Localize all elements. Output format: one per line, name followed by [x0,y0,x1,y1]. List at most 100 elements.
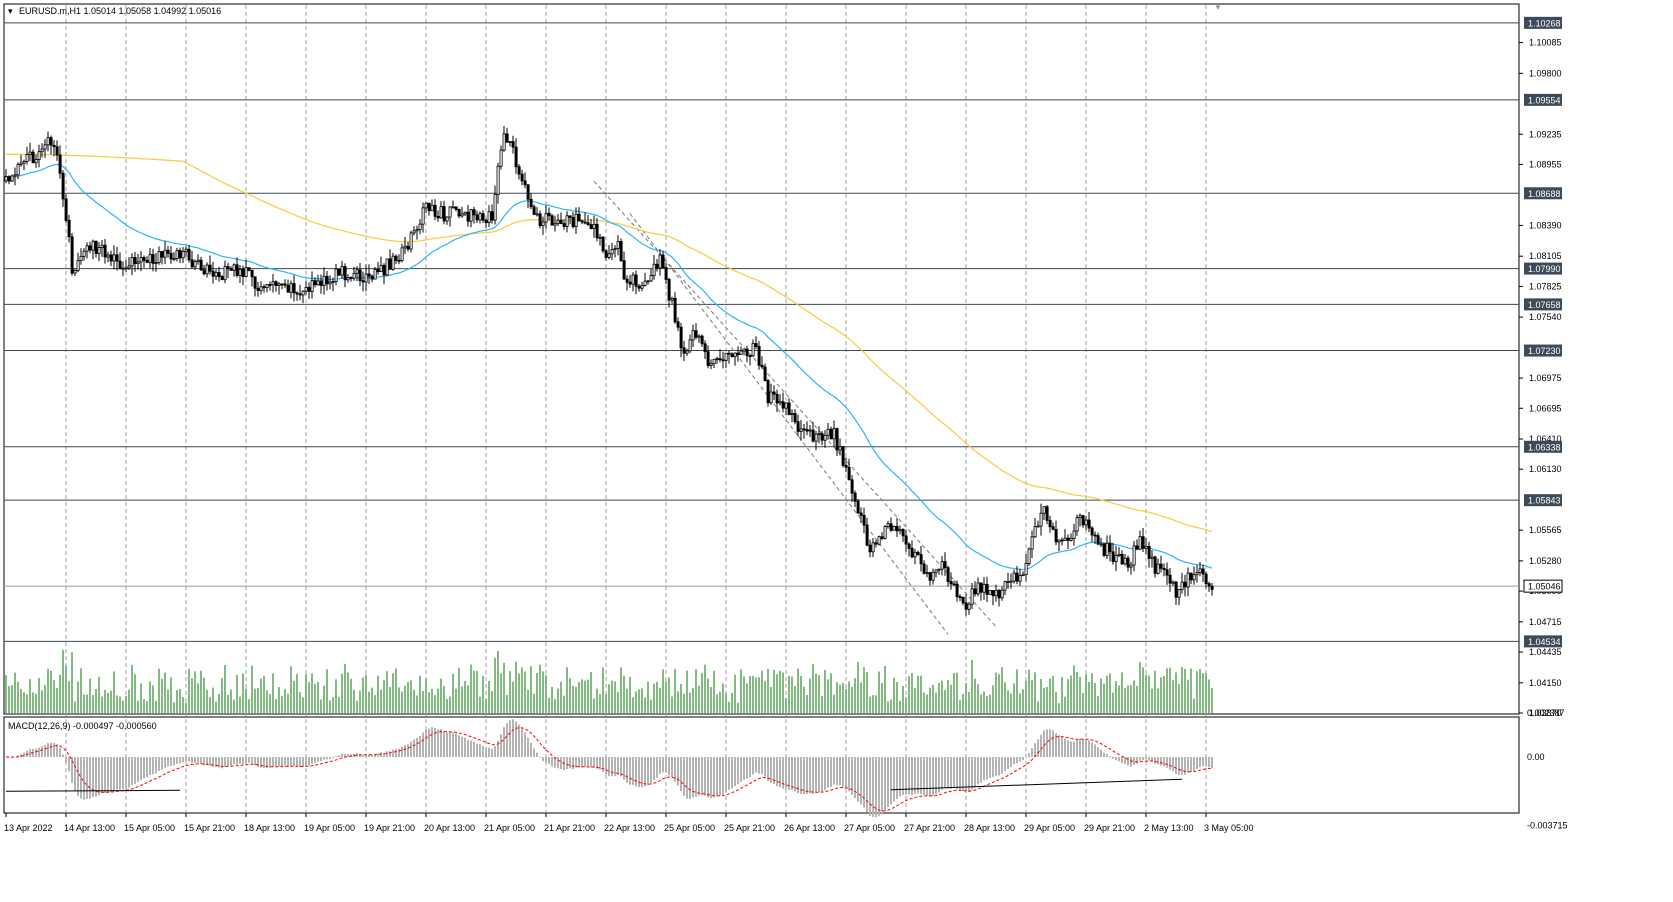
candle[interactable] [697,334,701,343]
candle[interactable] [1123,553,1127,566]
candle[interactable] [484,218,488,229]
candle[interactable] [772,385,776,401]
candle[interactable] [460,206,464,218]
candle[interactable] [1105,535,1109,560]
candle[interactable] [427,202,431,216]
candle[interactable] [778,394,782,406]
candle[interactable] [355,266,359,282]
candle[interactable] [799,420,803,441]
candle[interactable] [247,267,251,272]
price-level-tag[interactable] [1524,16,1562,29]
candle[interactable] [292,275,296,302]
candle[interactable] [382,263,386,285]
candle[interactable] [760,356,764,369]
candle[interactable] [523,172,527,189]
candle[interactable] [133,251,137,272]
candle[interactable] [91,239,95,260]
candle[interactable] [352,266,356,281]
candle[interactable] [613,245,617,258]
candle[interactable] [802,424,806,439]
candle[interactable] [883,525,887,540]
candle[interactable] [289,280,293,299]
candle[interactable] [307,282,311,299]
candle[interactable] [52,140,56,157]
candle[interactable] [544,205,548,229]
candle[interactable] [343,263,347,288]
candle[interactable] [397,254,401,265]
candle[interactable] [28,142,32,162]
candle[interactable] [178,247,182,264]
candle[interactable] [379,256,383,273]
candle[interactable] [463,211,467,217]
candle[interactable] [1099,537,1103,547]
candle[interactable] [313,277,317,288]
candle[interactable] [619,238,623,262]
candle[interactable] [481,210,485,223]
candle[interactable] [10,174,14,183]
candle[interactable] [862,507,866,534]
candle[interactable] [58,145,62,179]
candle[interactable] [1108,535,1112,562]
candle[interactable] [847,458,851,481]
candle[interactable] [1165,562,1169,585]
candle[interactable] [652,254,656,280]
candle[interactable] [202,264,206,276]
candle[interactable] [118,252,122,270]
candle[interactable] [1045,505,1049,525]
candle[interactable] [385,258,389,277]
candle[interactable] [838,438,842,456]
candle[interactable] [916,550,920,556]
candle[interactable] [682,340,686,362]
candle[interactable] [919,546,923,572]
candle[interactable] [832,420,836,447]
candle[interactable] [967,601,971,615]
candle[interactable] [214,269,218,281]
candle[interactable] [187,245,191,263]
candle[interactable] [841,446,845,468]
candle[interactable] [775,389,779,412]
candle[interactable] [1000,586,1004,601]
candle[interactable] [322,267,326,295]
candle[interactable] [703,340,707,360]
candle[interactable] [493,185,497,225]
candle[interactable] [514,138,518,174]
candle[interactable] [199,256,203,271]
candle[interactable] [781,392,785,413]
candle[interactable] [337,268,341,277]
candle[interactable] [145,256,149,264]
candle[interactable] [472,206,476,224]
candle[interactable] [508,141,512,147]
candle[interactable] [1135,539,1139,551]
candle[interactable] [283,279,287,289]
candle[interactable] [646,280,650,285]
candle[interactable] [22,159,26,171]
candle[interactable] [190,250,194,269]
candle[interactable] [1153,555,1157,578]
candle[interactable] [136,253,140,270]
candle[interactable] [1012,569,1016,584]
candle[interactable] [934,569,938,578]
candle[interactable] [583,212,587,225]
candle[interactable] [130,253,134,276]
candle[interactable] [1195,565,1199,583]
candle[interactable] [1021,571,1025,577]
candle[interactable] [409,230,413,253]
candle[interactable] [937,568,941,575]
candle[interactable] [907,542,911,557]
candle[interactable] [844,457,848,473]
candle[interactable] [748,354,752,366]
candle[interactable] [34,154,38,168]
candle[interactable] [4,169,8,184]
candle[interactable] [637,283,641,292]
candle[interactable] [1090,526,1094,542]
candle[interactable] [193,259,197,270]
candle[interactable] [421,202,425,233]
candle[interactable] [1111,542,1115,565]
candle[interactable] [1072,523,1076,546]
candle[interactable] [718,349,722,363]
candle[interactable] [43,139,47,158]
candle[interactable] [13,167,17,186]
candle[interactable] [814,430,818,451]
candle[interactable] [1051,522,1055,531]
candle[interactable] [649,268,653,283]
